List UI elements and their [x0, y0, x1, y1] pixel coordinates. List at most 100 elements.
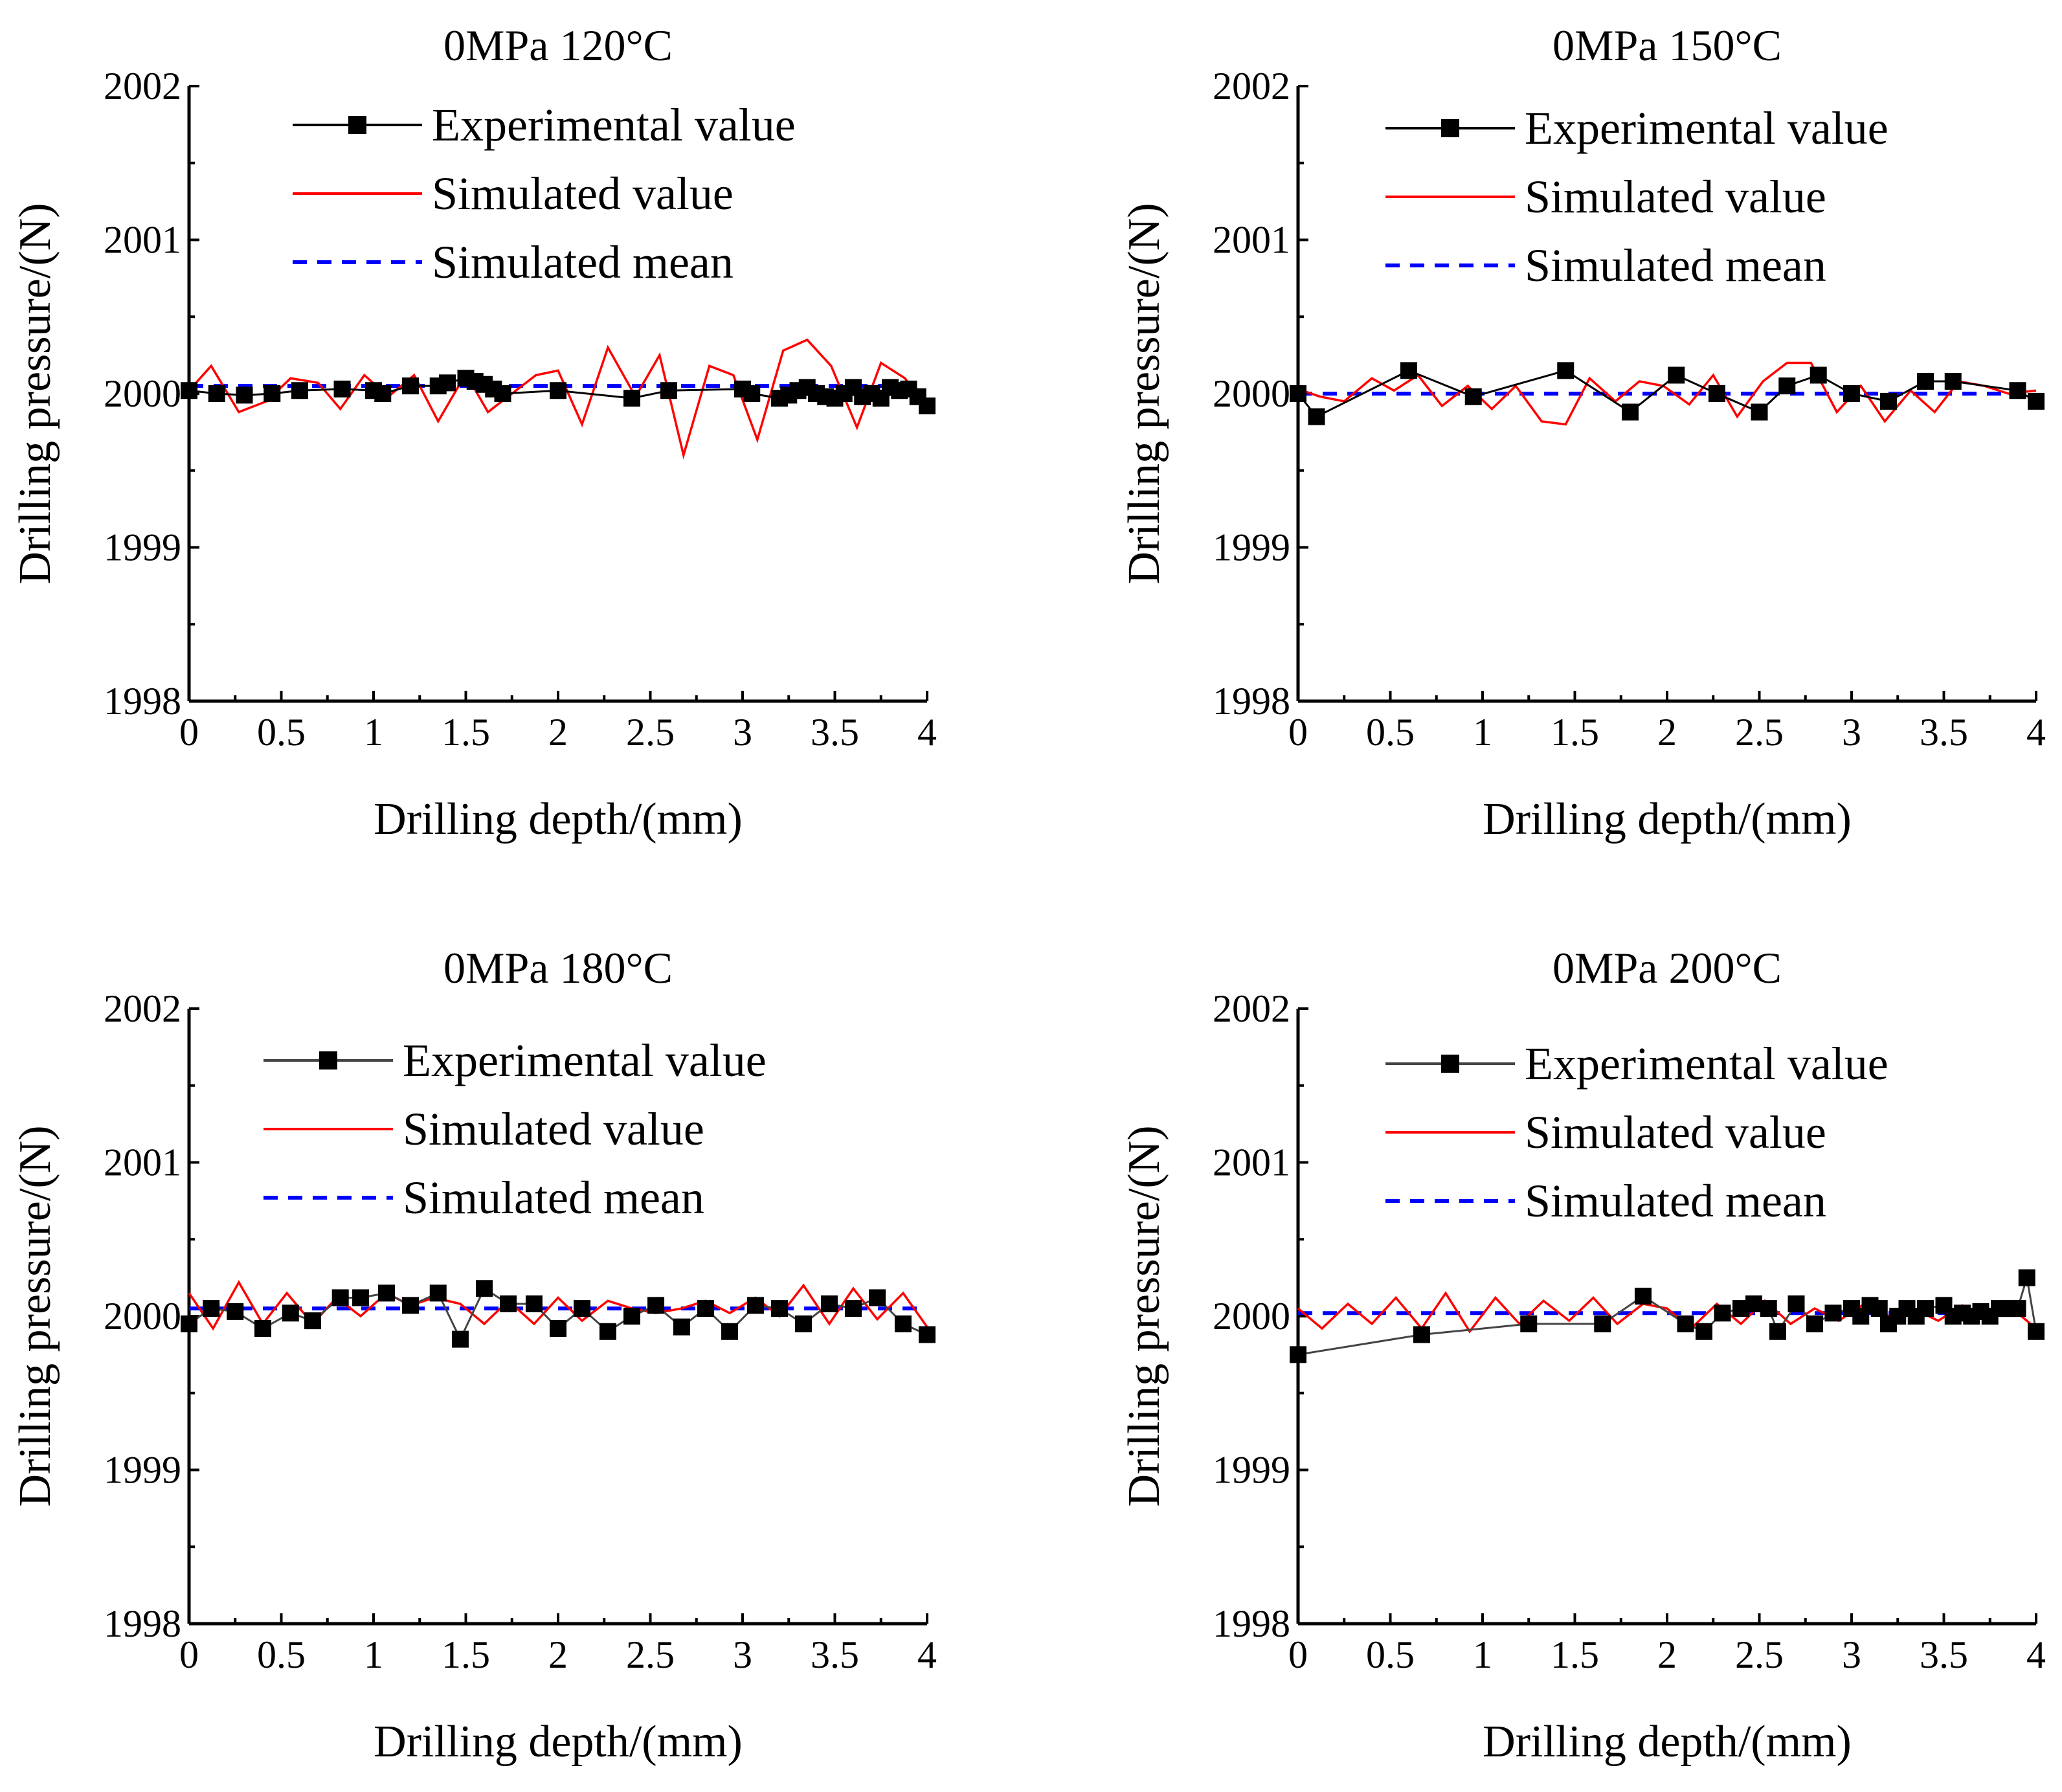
experimental-point: [1769, 1323, 1786, 1340]
y-tick-label: 1998: [104, 1602, 181, 1645]
legend-label: Simulated mean: [1525, 1175, 1826, 1227]
x-tick-label: 3.5: [811, 711, 859, 754]
experimental-point: [1290, 1346, 1306, 1363]
experimental-point: [1714, 1305, 1731, 1322]
x-tick-label: 1: [1473, 711, 1492, 754]
legend-label: Simulated mean: [1525, 240, 1826, 291]
y-tick-label: 2002: [1213, 65, 1290, 107]
experimental-point: [1634, 1288, 1652, 1305]
experimental-point: [1464, 388, 1482, 405]
experimental-point: [1557, 362, 1575, 379]
experimental-point: [1696, 1323, 1712, 1340]
x-tick-label: 2: [1657, 711, 1677, 754]
legend-label: Simulated value: [432, 168, 734, 219]
x-tick-label: 1.5: [442, 711, 490, 754]
experimental-point: [673, 1318, 690, 1336]
x-tick-label: 2: [1657, 1633, 1677, 1676]
experimental-point: [377, 1284, 395, 1302]
experimental-point: [439, 374, 456, 392]
experimental-point: [1677, 1315, 1694, 1332]
experimental-point: [429, 1284, 447, 1302]
experimental-point: [2018, 1269, 2035, 1286]
experimental-point: [2028, 392, 2045, 410]
experimental-point: [743, 385, 761, 402]
x-tick-label: 0.5: [1366, 711, 1415, 754]
experimental-point: [181, 1315, 197, 1332]
x-tick-label: 3: [1842, 1633, 1861, 1676]
y-tick-label: 1998: [104, 680, 181, 722]
experimental-point: [227, 1303, 244, 1320]
x-tick-label: 1: [364, 1633, 383, 1676]
experimental-point: [1668, 366, 1685, 384]
x-tick-label: 1.5: [1551, 1633, 1599, 1676]
experimental-point: [402, 1297, 419, 1314]
y-tick-label: 1999: [1213, 526, 1290, 569]
y-tick-label: 2001: [104, 219, 181, 262]
experimental-point: [352, 1289, 370, 1306]
experimental-point: [1308, 408, 1325, 425]
experimental-point: [697, 1300, 714, 1317]
chart-title: 0MPa 200°C: [1552, 943, 1782, 992]
x-axis-label: Drilling depth/(mm): [1483, 1717, 1852, 1767]
legend-experimental-marker: [1441, 1055, 1459, 1073]
x-tick-label: 3: [733, 1633, 752, 1676]
legend-label: Simulated mean: [432, 236, 734, 288]
experimental-point: [1760, 1300, 1777, 1317]
experimental-point: [795, 1315, 812, 1332]
x-tick-label: 3.5: [1920, 711, 1968, 754]
y-tick-label: 2000: [104, 372, 181, 415]
y-tick-label: 2002: [104, 65, 181, 107]
experimental-point: [1944, 373, 1962, 390]
experimental-point: [2028, 1323, 2045, 1340]
legend-label: Simulated value: [403, 1103, 704, 1155]
experimental-point: [919, 398, 936, 414]
experimental-point: [1880, 392, 1897, 410]
x-tick-label: 2.5: [626, 1633, 675, 1676]
experimental-point: [282, 1305, 299, 1322]
legend-label: Simulated value: [1525, 1106, 1826, 1158]
experimental-point: [208, 385, 225, 402]
experimental-point: [1843, 385, 1860, 402]
y-tick-label: 1999: [104, 1449, 181, 1492]
experimental-point: [181, 382, 197, 399]
experimental-point: [623, 1308, 640, 1325]
x-tick-label: 4: [917, 711, 937, 754]
experimental-point: [746, 1297, 764, 1314]
x-tick-label: 1: [364, 711, 383, 754]
x-tick-label: 2.5: [1735, 711, 1784, 754]
experimental-point: [660, 382, 677, 399]
x-axis-label: Drilling depth/(mm): [1483, 794, 1852, 844]
experimental-point: [500, 1295, 517, 1312]
experimental-point: [1594, 1315, 1611, 1332]
experimental-point: [374, 385, 392, 402]
y-tick-label: 2000: [1213, 1295, 1290, 1338]
experimental-point: [623, 390, 640, 407]
x-tick-label: 2.5: [626, 711, 675, 754]
experimental-point: [1810, 366, 1827, 384]
y-tick-label: 1999: [104, 526, 181, 569]
experimental-point: [820, 1295, 838, 1312]
legend-label: Experimental value: [403, 1035, 767, 1086]
x-tick-label: 0: [1288, 1633, 1308, 1676]
experimental-point: [254, 1320, 271, 1337]
y-tick-label: 2001: [104, 1141, 181, 1184]
experimental-point: [203, 1300, 220, 1317]
experimental-point: [1520, 1315, 1538, 1332]
y-tick-label: 2000: [1213, 372, 1290, 415]
y-tick-label: 2002: [104, 987, 181, 1030]
experimental-point: [494, 385, 511, 402]
experimental-point: [1917, 1300, 1934, 1317]
y-axis-label: Drilling pressure/(N): [1119, 203, 1169, 584]
experimental-point: [550, 382, 566, 399]
y-tick-label: 1999: [1213, 1449, 1290, 1492]
legend-experimental-marker: [348, 116, 366, 134]
x-tick-label: 0.5: [257, 1633, 306, 1676]
experimental-point: [1917, 373, 1934, 390]
experimental-point: [1751, 403, 1768, 421]
y-tick-label: 1998: [1213, 1602, 1290, 1645]
experimental-point: [1413, 1326, 1430, 1343]
experimental-point: [331, 1289, 349, 1306]
experimental-point: [333, 380, 351, 398]
experimental-point: [236, 386, 253, 404]
x-tick-label: 4: [917, 1633, 937, 1676]
